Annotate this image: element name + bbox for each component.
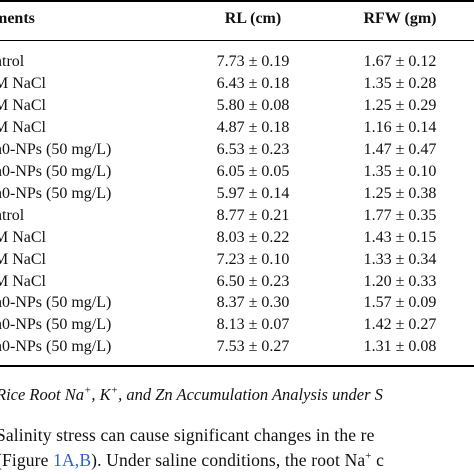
rfw-cell: 1.33 ± 0.34 bbox=[363, 250, 437, 268]
section-heading: Rice Root Na+, K+, and Zn Accumulation A… bbox=[0, 385, 383, 405]
rl-cell: 8.03 ± 0.22 bbox=[216, 228, 290, 246]
rl-cell: 6.50 ± 0.23 bbox=[216, 272, 290, 290]
rl-cell: 6.05 ± 0.05 bbox=[216, 162, 290, 180]
treatment-cell: n0-NPs (50 mg/L) bbox=[0, 338, 112, 356]
treatment-cell: n0-NPs (50 mg/L) bbox=[0, 316, 112, 334]
rfw-cell: 1.43 ± 0.15 bbox=[363, 228, 437, 246]
rl-cell: 8.77 ± 0.21 bbox=[216, 206, 290, 224]
treatment-cell: M NaCl bbox=[0, 96, 46, 114]
rl-cell: 4.87 ± 0.18 bbox=[216, 118, 290, 136]
rl-cell: 7.23 ± 0.10 bbox=[216, 250, 290, 268]
rfw-cell: 1.47 ± 0.47 bbox=[363, 140, 437, 158]
heading-sup: + bbox=[110, 384, 119, 397]
paragraph-line-1: Salinity stress can cause significant ch… bbox=[0, 425, 375, 445]
treatment-cell: M NaCl bbox=[0, 118, 46, 136]
heading-part: , and Zn Accumulation Analysis under S bbox=[118, 385, 383, 404]
heading-sup: + bbox=[83, 384, 92, 397]
treatment-cell: n0-NPs (50 mg/L) bbox=[0, 184, 112, 202]
treatment-cell: n0-NPs (50 mg/L) bbox=[0, 162, 112, 180]
header-rl: RL (cm) bbox=[224, 10, 282, 27]
paragraph-text: Figure bbox=[1, 450, 54, 470]
rfw-cell: 1.31 ± 0.08 bbox=[363, 338, 437, 356]
figure-link[interactable]: 1A,B bbox=[53, 450, 92, 470]
header-treatments: ments bbox=[0, 10, 35, 27]
heading-part: Rice Root Na bbox=[0, 385, 84, 404]
treatment-cell: n0-NPs (50 mg/L) bbox=[0, 294, 112, 312]
header-rfw: RFW (gm) bbox=[363, 10, 437, 27]
rl-cell: 5.80 ± 0.08 bbox=[216, 96, 290, 114]
treatment-cell: M NaCl bbox=[0, 74, 46, 92]
paragraph-sup: + bbox=[365, 450, 372, 463]
table-top-rule bbox=[0, 0, 474, 2]
rfw-cell: 1.35 ± 0.10 bbox=[363, 162, 437, 180]
rfw-cell: 1.35 ± 0.28 bbox=[363, 74, 437, 92]
rl-cell: 7.73 ± 0.19 bbox=[216, 53, 290, 70]
treatment-cell: n0-NPs (50 mg/L) bbox=[0, 140, 112, 158]
rfw-cell: 1.67 ± 0.12 bbox=[363, 53, 437, 70]
table-bottom-rule bbox=[0, 365, 474, 367]
rfw-cell: 1.25 ± 0.29 bbox=[363, 96, 437, 114]
treatment-cell: M NaCl bbox=[0, 272, 46, 290]
treatment-cell: M NaCl bbox=[0, 228, 46, 246]
rl-cell: 6.43 ± 0.18 bbox=[216, 74, 290, 92]
rl-cell: 8.13 ± 0.07 bbox=[216, 316, 290, 334]
rfw-cell: 1.16 ± 0.14 bbox=[363, 118, 437, 136]
rfw-cell: 1.77 ± 0.35 bbox=[363, 206, 437, 224]
treatment-cell: ntrol bbox=[0, 53, 25, 70]
heading-part: , K bbox=[91, 385, 111, 404]
rfw-cell: 1.20 ± 0.33 bbox=[363, 272, 437, 290]
paragraph-text: ). Under saline conditions, the root Na bbox=[91, 450, 366, 470]
table-header-rule bbox=[0, 40, 474, 41]
treatment-cell: ntrol bbox=[0, 206, 25, 224]
rfw-cell: 1.25 ± 0.38 bbox=[363, 184, 437, 202]
treatment-cell: M NaCl bbox=[0, 250, 46, 268]
rl-cell: 5.97 ± 0.14 bbox=[216, 184, 290, 202]
rl-cell: 8.37 ± 0.30 bbox=[216, 294, 290, 312]
rl-cell: 6.53 ± 0.23 bbox=[216, 140, 290, 158]
rfw-cell: 1.57 ± 0.09 bbox=[363, 294, 437, 312]
rl-cell: 7.53 ± 0.27 bbox=[216, 338, 290, 356]
rfw-cell: 1.42 ± 0.27 bbox=[363, 316, 437, 334]
paragraph-text: c bbox=[371, 450, 385, 470]
paragraph-line-2: (Figure 1A,B). Under saline conditions, … bbox=[0, 450, 384, 471]
